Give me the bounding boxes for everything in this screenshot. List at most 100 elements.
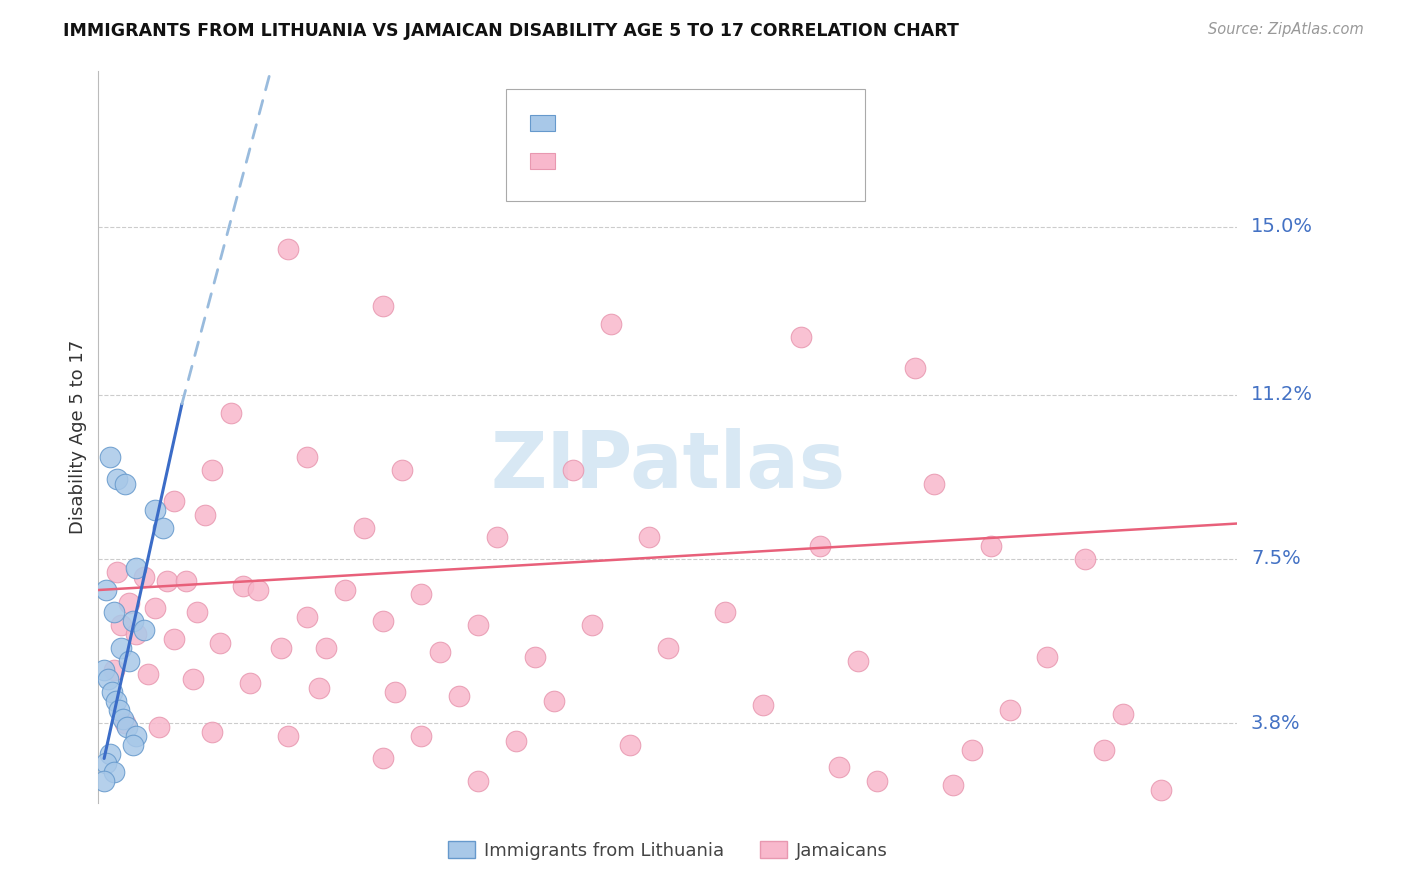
Point	[922, 476, 945, 491]
Point	[104, 694, 127, 708]
Point	[998, 703, 1021, 717]
Point	[411, 729, 433, 743]
Point	[125, 729, 148, 743]
Point	[1150, 782, 1173, 797]
Legend: Immigrants from Lithuania, Jamaicans: Immigrants from Lithuania, Jamaicans	[440, 834, 896, 867]
Text: R =: R =	[561, 151, 603, 170]
Point	[391, 463, 413, 477]
Point	[152, 521, 174, 535]
Point	[103, 605, 125, 619]
Point	[97, 672, 120, 686]
Point	[163, 494, 186, 508]
Point	[183, 672, 205, 686]
Point	[121, 738, 143, 752]
Point	[201, 724, 224, 739]
Point	[904, 361, 927, 376]
Point	[353, 521, 375, 535]
Point	[524, 649, 547, 664]
Point	[100, 685, 122, 699]
Text: 3.8%: 3.8%	[1251, 714, 1301, 732]
Point	[118, 596, 141, 610]
Point	[942, 778, 965, 792]
Text: 0.540: 0.540	[607, 113, 669, 133]
Text: Source: ZipAtlas.com: Source: ZipAtlas.com	[1208, 22, 1364, 37]
Point	[136, 667, 159, 681]
Point	[308, 681, 330, 695]
Y-axis label: Disability Age 5 to 17: Disability Age 5 to 17	[69, 340, 87, 534]
Point	[866, 773, 889, 788]
Point	[752, 698, 775, 713]
Point	[132, 623, 155, 637]
Text: 25: 25	[727, 113, 754, 133]
Point	[221, 406, 243, 420]
Point	[429, 645, 451, 659]
Point	[1074, 552, 1097, 566]
Point	[619, 738, 641, 752]
Point	[114, 716, 136, 731]
Point	[384, 685, 406, 699]
Point	[246, 582, 269, 597]
Point	[107, 472, 129, 486]
Point	[270, 640, 292, 655]
Point	[371, 614, 394, 628]
Point	[638, 530, 661, 544]
Point	[208, 636, 231, 650]
Point	[186, 605, 208, 619]
Point	[174, 574, 197, 589]
Text: N =: N =	[664, 113, 720, 133]
Point	[277, 729, 299, 743]
Point	[486, 530, 509, 544]
Text: 75: 75	[727, 151, 754, 170]
Point	[145, 503, 167, 517]
Point	[447, 690, 470, 704]
Point	[467, 618, 489, 632]
Point	[1112, 707, 1135, 722]
Point	[960, 742, 983, 756]
Point	[94, 582, 117, 597]
Point	[108, 703, 131, 717]
Point	[581, 618, 603, 632]
Point	[371, 751, 394, 765]
Point	[239, 676, 262, 690]
Point	[505, 733, 527, 747]
Point	[103, 764, 125, 779]
Point	[115, 721, 138, 735]
Point	[808, 539, 831, 553]
Point	[201, 463, 224, 477]
Text: 0.143: 0.143	[607, 151, 676, 170]
Point	[1036, 649, 1059, 664]
Point	[125, 561, 148, 575]
Text: 7.5%: 7.5%	[1251, 549, 1301, 568]
Point	[94, 756, 117, 770]
Point	[232, 578, 254, 592]
Text: 11.2%: 11.2%	[1251, 385, 1313, 404]
Text: IMMIGRANTS FROM LITHUANIA VS JAMAICAN DISABILITY AGE 5 TO 17 CORRELATION CHART: IMMIGRANTS FROM LITHUANIA VS JAMAICAN DI…	[63, 22, 959, 40]
Point	[118, 654, 141, 668]
Point	[277, 242, 299, 256]
Text: 15.0%: 15.0%	[1251, 217, 1313, 236]
Point	[411, 587, 433, 601]
Text: ZIPatlas: ZIPatlas	[491, 428, 845, 504]
Point	[98, 450, 121, 464]
Point	[107, 566, 129, 580]
Point	[110, 640, 132, 655]
Point	[112, 712, 135, 726]
Text: N =: N =	[664, 151, 720, 170]
Point	[125, 627, 148, 641]
Point	[335, 582, 357, 597]
Point	[297, 609, 319, 624]
Point	[93, 773, 115, 788]
Point	[315, 640, 337, 655]
Point	[467, 773, 489, 788]
Point	[156, 574, 179, 589]
Point	[145, 600, 167, 615]
Point	[846, 654, 869, 668]
Point	[110, 618, 132, 632]
Point	[103, 663, 125, 677]
Point	[114, 476, 136, 491]
Text: R =: R =	[561, 113, 603, 133]
Point	[163, 632, 186, 646]
Point	[657, 640, 679, 655]
Point	[543, 694, 565, 708]
Point	[121, 614, 143, 628]
